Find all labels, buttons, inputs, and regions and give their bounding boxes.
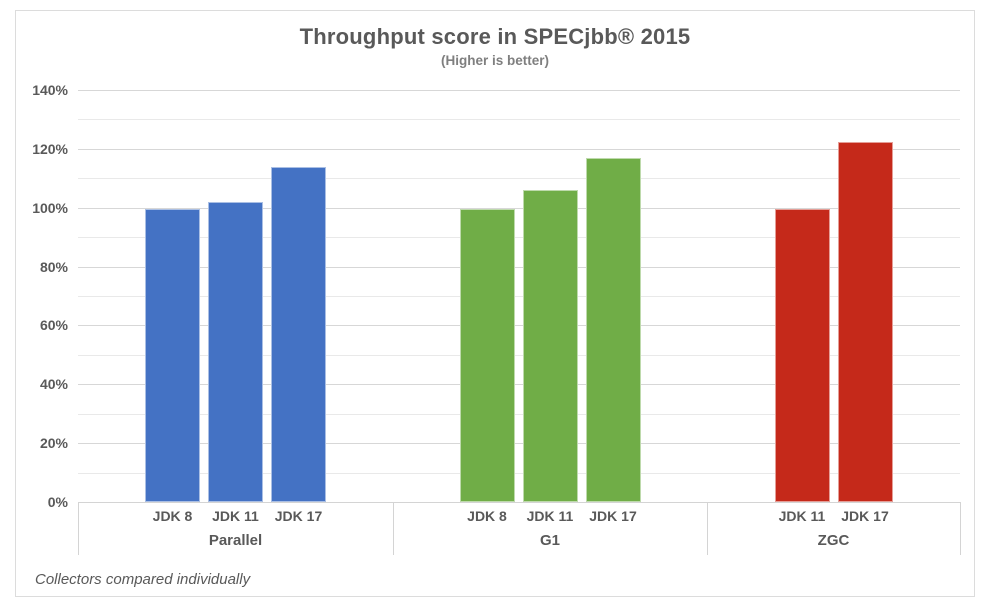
bar-zgc-jdk-11 — [774, 209, 830, 502]
chart-subtitle: (Higher is better) — [440, 53, 549, 68]
bar-parallel-jdk-11 — [208, 201, 263, 502]
gridline-major — [78, 325, 960, 327]
x-axis-line — [78, 502, 960, 503]
x-axis-section-divider — [960, 502, 961, 555]
bar-parallel-jdk-17 — [271, 166, 326, 502]
gridline-minor — [78, 354, 960, 356]
y-axis-tick-label: 20% — [39, 435, 68, 452]
bar-zgc-jdk-17 — [837, 141, 893, 502]
y-axis-tick-label: 60% — [39, 317, 68, 334]
gridline-minor — [78, 237, 960, 239]
bar-parallel-jdk-8 — [145, 209, 200, 502]
x-axis-section-divider — [393, 502, 394, 555]
bar-label-g1-jdk-8: JDK 8 — [467, 508, 507, 524]
gridline-minor — [78, 472, 960, 474]
y-axis-tick-label: 140% — [32, 82, 68, 98]
bar-label-parallel-jdk-11: JDK 11 — [212, 508, 259, 524]
x-axis-section-divider — [78, 502, 79, 555]
gridline-major — [78, 384, 960, 386]
group-label-zgc: ZGC — [817, 532, 850, 549]
gridline-major — [78, 207, 960, 209]
bar-label-g1-jdk-17: JDK 17 — [589, 508, 637, 524]
y-axis-tick-label: 80% — [39, 258, 68, 275]
bar-label-parallel-jdk-8: JDK 8 — [152, 508, 193, 524]
gridline-major — [78, 148, 960, 150]
chart-footnote: Collectors compared individually — [35, 571, 251, 588]
bar-label-g1-jdk-11: JDK 11 — [526, 508, 574, 524]
group-label-g1: G1 — [539, 532, 560, 549]
gridline-major — [78, 443, 960, 445]
bar-g1-jdk-8 — [459, 209, 515, 502]
y-axis-tick-label: 100% — [32, 199, 68, 216]
chart-title: Throughput score in SPECjbb® 2015 — [299, 24, 691, 49]
gridline-minor — [78, 413, 960, 415]
y-axis-tick-label: 120% — [32, 140, 68, 157]
group-label-parallel: Parallel — [208, 532, 263, 549]
gridline-major — [78, 266, 960, 268]
bar-g1-jdk-17 — [585, 157, 641, 502]
y-axis-tick-label: 40% — [39, 376, 68, 393]
gridline-minor — [78, 296, 960, 297]
gridline-minor — [78, 119, 960, 121]
gridline-major — [78, 90, 960, 91]
bar-label-zgc-jdk-11: JDK 11 — [778, 508, 826, 524]
bar-label-zgc-jdk-17: JDK 17 — [841, 508, 889, 524]
bar-label-parallel-jdk-17: JDK 17 — [274, 508, 323, 524]
y-axis-tick-label: 0% — [47, 494, 68, 510]
x-axis-section-divider — [707, 502, 708, 555]
gridline-minor — [78, 178, 960, 180]
bar-g1-jdk-11 — [522, 190, 578, 502]
